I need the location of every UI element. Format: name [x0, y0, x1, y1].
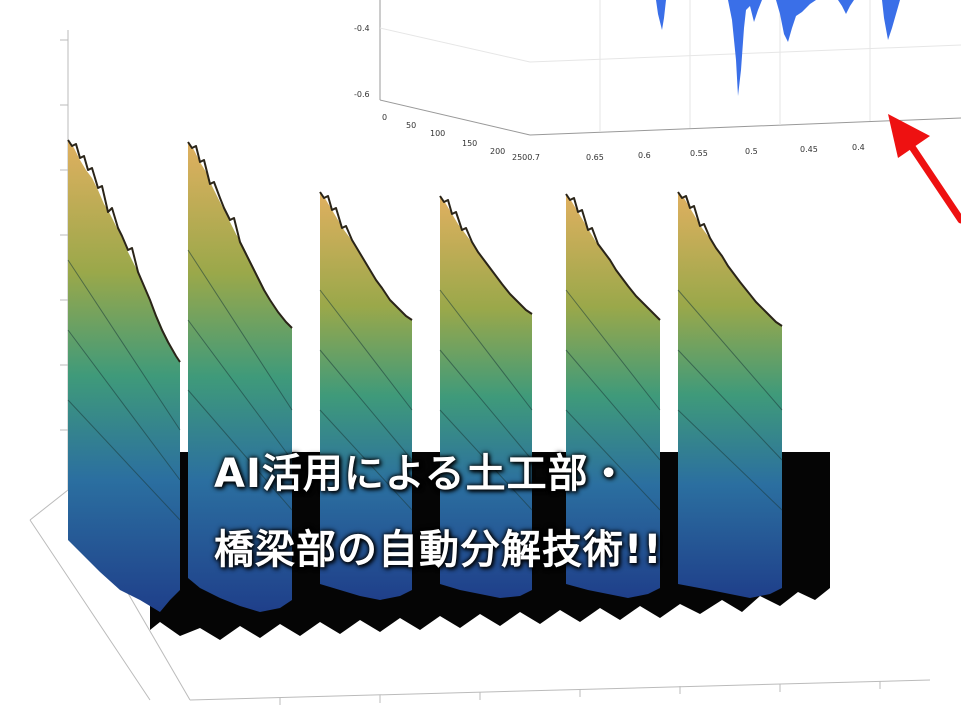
tick-x-4: 150: [462, 139, 477, 148]
tick-x-11: 0.45: [800, 145, 818, 154]
inset-tick-labels: -0.4 -0.6 0 50 100 150 200 2500.7 0.65 0…: [354, 24, 865, 162]
tick-x-12: 0.4: [852, 143, 865, 152]
tick-x-9: 0.55: [690, 149, 708, 158]
headline-line-1: AI活用による土工部・: [214, 451, 630, 497]
tick-x-10: 0.5: [745, 147, 758, 156]
inset-axes: [379, 0, 961, 136]
tick-x-7: 0.65: [586, 153, 604, 162]
tick-x-1: 0: [382, 113, 387, 122]
tick-y-1: -0.4: [354, 24, 370, 33]
tick-x-8: 0.6: [638, 151, 651, 160]
tick-x-2: 50: [406, 121, 416, 130]
tick-x-3: 100: [430, 129, 445, 138]
tick-y-2: -0.6: [354, 90, 370, 99]
headline-line-2: 橋梁部の自動分解技術!!: [214, 527, 663, 573]
tick-x-6: 2500.7: [512, 153, 540, 162]
red-arrow-icon: [888, 114, 961, 224]
inset-line-plot: -0.4 -0.6 0 50 100 150 200 2500.7 0.65 0…: [340, 0, 961, 190]
tick-x-5: 200: [490, 147, 505, 156]
inset-grid: [379, 0, 961, 132]
